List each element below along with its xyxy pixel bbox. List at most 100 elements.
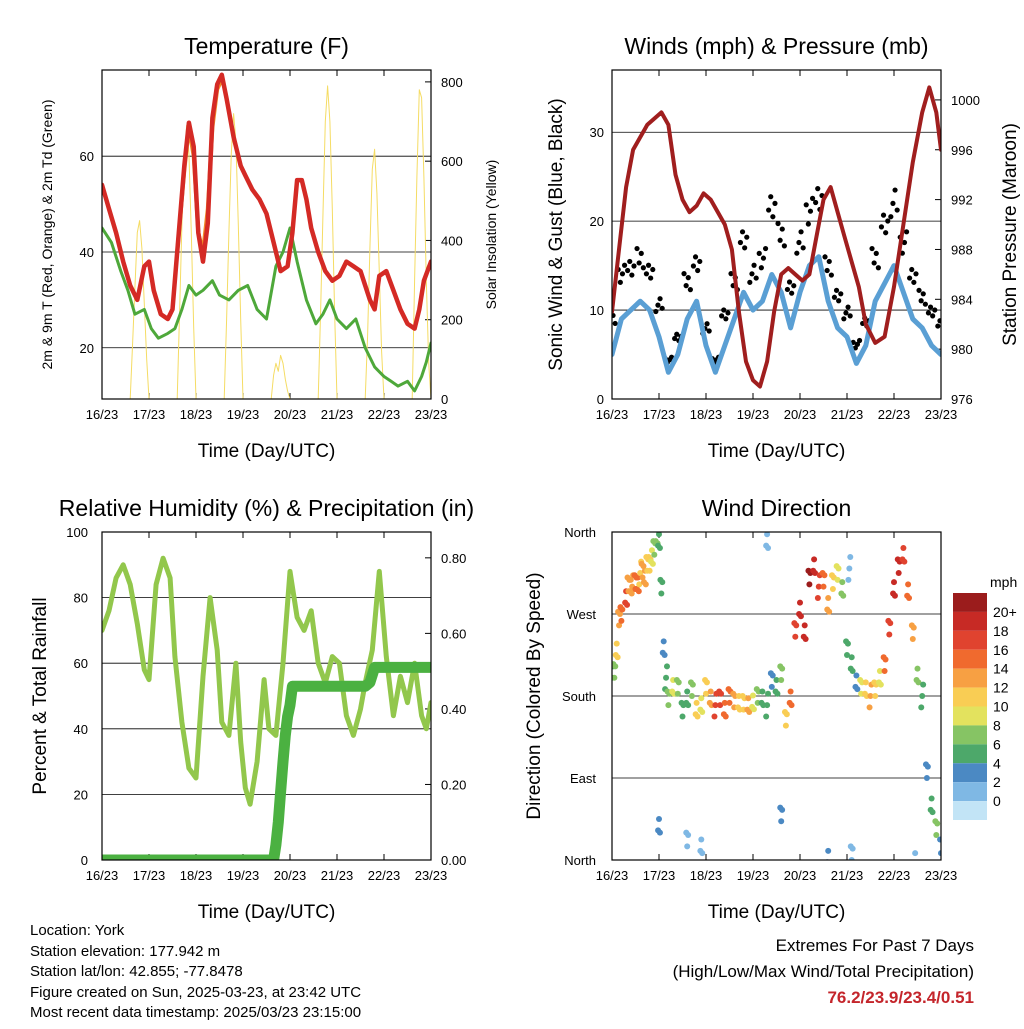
- direction-point: [618, 617, 625, 624]
- dewpoint-line: [102, 226, 431, 393]
- x-axis-label: Time (Day/UTC): [708, 441, 846, 462]
- gust-point: [800, 245, 806, 251]
- direction-point: [913, 864, 919, 870]
- x-tick-label: 17/23: [643, 868, 676, 883]
- x-tick-label: 17/23: [133, 407, 166, 422]
- x-tick-label: 18/23: [690, 407, 723, 422]
- y2-tick-label: 0.00: [441, 853, 466, 868]
- direction-point: [867, 693, 874, 699]
- direction-point: [912, 850, 919, 857]
- gust-point: [909, 266, 915, 273]
- x-tick-label: 21/23: [831, 407, 864, 422]
- direction-point: [648, 547, 655, 554]
- direction-point: [933, 831, 940, 838]
- x-tick-label: 22/23: [368, 868, 401, 883]
- x-tick-label: 19/23: [227, 868, 260, 883]
- y2-tick-label: 992: [951, 193, 973, 208]
- gust-point: [869, 245, 875, 252]
- wind-speed-line: [612, 254, 941, 375]
- direction-point: [699, 850, 706, 857]
- gust-point: [836, 298, 842, 304]
- colorbar-swatch: [953, 763, 987, 783]
- x-axis-label: Time (Day/UTC): [198, 902, 336, 923]
- colorbar-label: 14: [993, 661, 1009, 677]
- panel-title: Relative Humidity (%) & Precipitation (i…: [59, 495, 474, 521]
- direction-point: [637, 570, 644, 576]
- direction-point: [876, 667, 883, 674]
- direction-point: [694, 713, 701, 720]
- gust-point: [634, 245, 640, 252]
- gust-point: [838, 291, 844, 297]
- gust-point: [784, 286, 791, 293]
- gust-point: [650, 266, 656, 273]
- direction-point: [649, 560, 656, 567]
- direction-point: [616, 622, 623, 629]
- direction-point: [793, 622, 800, 629]
- direction-point: [846, 565, 853, 572]
- direction-point: [881, 667, 888, 674]
- gust-point: [648, 275, 654, 281]
- y2-tick-label: 988: [951, 242, 973, 257]
- x-tick-label: 16/23: [86, 407, 119, 422]
- colorbar-label: 20+: [993, 604, 1017, 620]
- gust-point: [728, 271, 734, 277]
- direction-point: [750, 706, 757, 713]
- direction-point: [718, 690, 725, 697]
- gust-point: [657, 296, 663, 302]
- gust-point: [786, 279, 793, 285]
- direction-point: [663, 674, 670, 681]
- y-tick-label: North: [564, 853, 596, 868]
- y2-tick-label: 600: [441, 154, 463, 169]
- direction-point: [895, 570, 902, 576]
- colorbar-label: 2: [993, 774, 1001, 790]
- station-latlon: Station lat/lon: 42.855; -77.8478: [30, 963, 243, 980]
- direction-point: [918, 704, 925, 711]
- direction-point: [768, 683, 775, 690]
- direction-point: [882, 656, 889, 663]
- gust-point: [687, 287, 693, 293]
- direction-point: [746, 708, 753, 715]
- direction-point: [802, 636, 809, 643]
- gust-point: [903, 229, 910, 235]
- gust-point: [885, 218, 891, 224]
- gust-point: [807, 208, 814, 214]
- direction-point: [699, 708, 706, 715]
- y-tick-label: 20: [74, 787, 88, 802]
- direction-point: [779, 806, 786, 813]
- gust-point: [901, 239, 908, 246]
- direction-point: [862, 679, 869, 686]
- x-tick-label: 16/23: [596, 407, 629, 422]
- colorbar-swatch: [953, 725, 987, 745]
- gust-point: [918, 298, 924, 304]
- direction-point: [782, 722, 789, 729]
- gust-point: [612, 320, 618, 327]
- direction-point: [814, 595, 821, 602]
- x-tick-label: 16/23: [86, 868, 119, 883]
- direction-point: [920, 681, 927, 688]
- direction-point: [646, 567, 653, 574]
- direction-point: [660, 638, 667, 645]
- gust-point: [845, 304, 851, 310]
- gust-point: [871, 260, 877, 266]
- x-tick-label: 22/23: [368, 407, 401, 422]
- gust-point: [749, 271, 755, 277]
- y2-tick-label: 996: [951, 143, 973, 158]
- direction-point: [635, 588, 642, 595]
- pressure-line: [612, 85, 941, 389]
- colorbar-label: 18: [993, 623, 1009, 639]
- gust-point: [888, 214, 894, 220]
- gust-point: [781, 243, 787, 249]
- gust-point: [880, 212, 887, 218]
- x-tick-label: 21/23: [321, 407, 354, 422]
- y2-tick-label: 0: [441, 392, 448, 407]
- humidity-line: [102, 555, 431, 807]
- gust-point: [828, 272, 834, 278]
- direction-point: [679, 713, 686, 720]
- colorbar-label: 12: [993, 680, 1009, 696]
- gust-point: [681, 271, 687, 277]
- y-tick-label: 0: [597, 392, 604, 407]
- direction-point: [815, 583, 822, 590]
- direction-point: [811, 556, 818, 563]
- x-axis-label: Time (Day/UTC): [198, 441, 336, 462]
